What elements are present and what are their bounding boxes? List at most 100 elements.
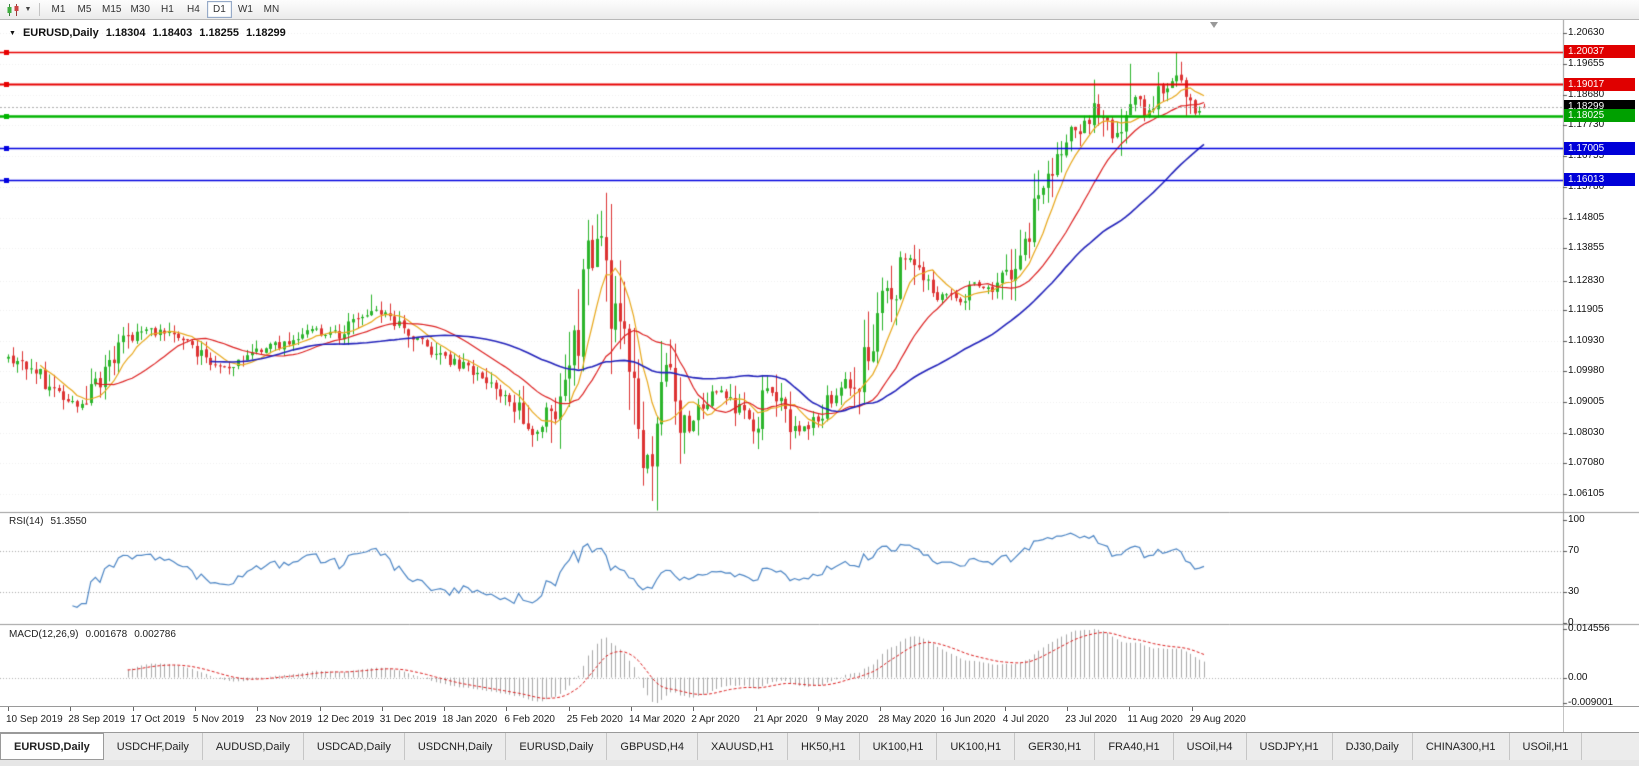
price-tag-1.19017[interactable]: 1.19017	[1564, 77, 1635, 91]
date-axis-label: 21 Apr 2020	[753, 714, 808, 725]
price-axis-label: 1.12830	[1568, 274, 1605, 286]
price-axis-label: 1.19655	[1568, 57, 1605, 69]
date-axis-label: 28 Sep 2019	[68, 714, 126, 725]
timeframe-button-W1[interactable]: W1	[237, 4, 253, 15]
macd-indicator-label: MACD(12,26,9) 0.001678 0.002786	[9, 629, 176, 640]
macd-main-value: 0.001678	[85, 629, 128, 640]
chart-tab-DJ30-Daily[interactable]: DJ30,Daily	[1333, 733, 1413, 760]
rsi-name: RSI(14)	[9, 516, 44, 527]
timeframe-button-H1[interactable]: H1	[161, 4, 174, 15]
ohlc-open: 1.18304	[105, 27, 146, 39]
price-axis-label: 1.07080	[1568, 457, 1605, 469]
chart-tab-UK100-H1[interactable]: UK100,H1	[937, 733, 1016, 760]
chart-tabs: EURUSD,Daily USDCHF,Daily AUDUSD,Daily USDC…	[0, 733, 1583, 760]
date-axis-label: 28 May 2020	[878, 714, 937, 725]
chart-tab-XAUUSD-H1[interactable]: XAUUSD,H1	[698, 733, 788, 760]
symbol-marker-icon: ▼	[9, 29, 16, 37]
timeframe-button-H4[interactable]: H4	[187, 4, 200, 15]
chart-tab-USDCHF-Daily[interactable]: USDCHF,Daily	[104, 733, 203, 760]
timeframe-button-M1[interactable]: M1	[51, 4, 66, 15]
price-axis-label: 1.16755	[1568, 150, 1605, 161]
chart-tab-UK100-H1[interactable]: UK100,H1	[860, 733, 938, 760]
date-axis-label: 10 Sep 2019	[6, 714, 63, 725]
date-axis-tick	[1191, 707, 1193, 711]
date-axis-tick	[506, 707, 508, 711]
chart-tab-USDCNH-Daily[interactable]: USDCNH,Daily	[405, 733, 507, 760]
chart-tab-GBPUSD-H4[interactable]: GBPUSD,H4	[607, 733, 698, 760]
date-axis-label: 2 Apr 2020	[691, 714, 740, 725]
chart-tab-USOil-H1[interactable]: USOil,H1	[1510, 733, 1583, 760]
chart-type-dropdown-icon[interactable]: ▼	[24, 6, 32, 13]
macd-name: MACD(12,26,9)	[9, 629, 79, 640]
date-axis-tick	[1004, 707, 1006, 711]
date-axis-tick	[70, 707, 72, 711]
rsi-value: 51.3550	[50, 516, 87, 527]
timeframe-button-M30[interactable]: M30	[130, 4, 150, 15]
chart-tab-EURUSD-Daily[interactable]: EURUSD,Daily	[506, 733, 608, 760]
timeframe-button-MN[interactable]: MN	[263, 4, 280, 15]
date-axis: 10 Sep 2019 28 Sep 2019 17 Oct 2019 5 Nov 2…	[0, 706, 1639, 733]
chart-tab-AUDUSD-Daily[interactable]: AUDUSD,Daily	[203, 733, 304, 760]
chart-tab-USOil-H4[interactable]: USOil,H4	[1174, 733, 1247, 760]
chart-header: ▼ EURUSD,Daily 1.18304 1.18403 1.18255 1…	[9, 27, 286, 39]
window-bottom-strip	[0, 760, 1639, 766]
date-axis-tick	[568, 707, 570, 711]
date-axis-label: 9 May 2020	[815, 714, 869, 725]
price-axis-label: 1.13855	[1568, 242, 1605, 254]
price-axis-label: 1.08030	[1568, 426, 1605, 438]
date-axis-tick	[631, 707, 632, 711]
price-tag-1.17005[interactable]: 1.17005	[1564, 141, 1635, 155]
candlestick-chart-icon[interactable]	[4, 2, 22, 18]
chart-tab-FRA40-H1[interactable]: FRA40,H1	[1095, 733, 1174, 760]
rsi-indicator-label: RSI(14) 51.3550	[9, 516, 87, 527]
price-axis-label: 1.14805	[1568, 211, 1605, 223]
chart-tab-CHINA300-H1[interactable]: CHINA300,H1	[1413, 733, 1510, 760]
price-chart-canvas[interactable]	[0, 20, 1639, 706]
date-axis-label: 17 Oct 2019	[130, 714, 186, 725]
date-axis-label: 31 Dec 2019	[379, 714, 437, 725]
price-axis-label: 1.18680	[1568, 88, 1605, 100]
timeframe-button-M15[interactable]: M15	[102, 4, 122, 15]
date-axis-tick	[444, 707, 446, 711]
rsi-axis-label: 30	[1568, 586, 1580, 598]
chart-tabs-bar: EURUSD,Daily USDCHF,Daily AUDUSD,Daily USDC…	[0, 732, 1639, 760]
date-axis-tick	[8, 707, 9, 711]
date-axis-tick	[693, 707, 695, 711]
timeframe-button-M5[interactable]: M5	[77, 4, 92, 15]
date-axis-label: 5 Nov 2019	[192, 714, 245, 725]
price-tag-1.20037[interactable]: 1.20037	[1564, 45, 1635, 59]
chart-area[interactable]: ▼ EURUSD,Daily 1.18304 1.18403 1.18255 1…	[0, 20, 1639, 708]
date-axis-tick	[817, 707, 819, 711]
date-axis-tick	[257, 707, 259, 711]
chart-tab-HK50-H1[interactable]: HK50,H1	[788, 733, 860, 760]
symbol-timeframe-label: EURUSD,Daily	[22, 27, 99, 39]
date-axis-tick	[194, 707, 196, 711]
date-axis-tick	[1129, 707, 1131, 711]
chart-tab-USDJPY-H1[interactable]: USDJPY,H1	[1247, 733, 1333, 760]
timeframe-buttons-group: M1 M5 M15 M30 H1 H4 D1 W1 MN	[46, 1, 284, 18]
date-axis-label: 16 Jun 2020	[940, 714, 996, 725]
date-axis-tick	[880, 707, 882, 711]
date-axis-tick	[755, 707, 757, 711]
price-axis-label: 1.06105	[1568, 488, 1605, 500]
chart-shift-marker[interactable]	[1210, 22, 1218, 28]
price-tag-1.16013[interactable]: 1.16013	[1564, 173, 1635, 187]
price-axis-label: 1.09980	[1568, 365, 1605, 377]
macd-signal-value: 0.002786	[134, 629, 176, 640]
date-axis-label: 4 Jul 2020	[1002, 714, 1049, 725]
price-axis-label: 1.10930	[1568, 334, 1605, 346]
price-axis-label: 1.11905	[1568, 303, 1604, 315]
chart-tab-EURUSD-Daily[interactable]: EURUSD,Daily	[0, 733, 104, 760]
ohlc-high: 1.18403	[152, 27, 193, 39]
date-axis-label: 12 Dec 2019	[317, 714, 375, 725]
price-tag-1.18025[interactable]: 1.18025	[1564, 109, 1635, 123]
ohlc-close: 1.18299	[246, 27, 286, 39]
chart-tab-USDCAD-Daily[interactable]: USDCAD,Daily	[304, 733, 405, 760]
timeframe-button-D1[interactable]: D1	[206, 1, 232, 18]
price-axis-label: 1.20630	[1568, 27, 1605, 38]
chart-tab-GER30-H1[interactable]: GER30,H1	[1015, 733, 1096, 760]
timeframe-toolbar: ▼ M1 M5 M15 M30 H1 H4 D1 W1 MN	[0, 0, 1639, 20]
macd-axis-label: 0.014556	[1568, 623, 1610, 634]
date-axis-label: 18 Jan 2020	[442, 714, 498, 725]
axis-corner-divider	[1563, 707, 1564, 733]
